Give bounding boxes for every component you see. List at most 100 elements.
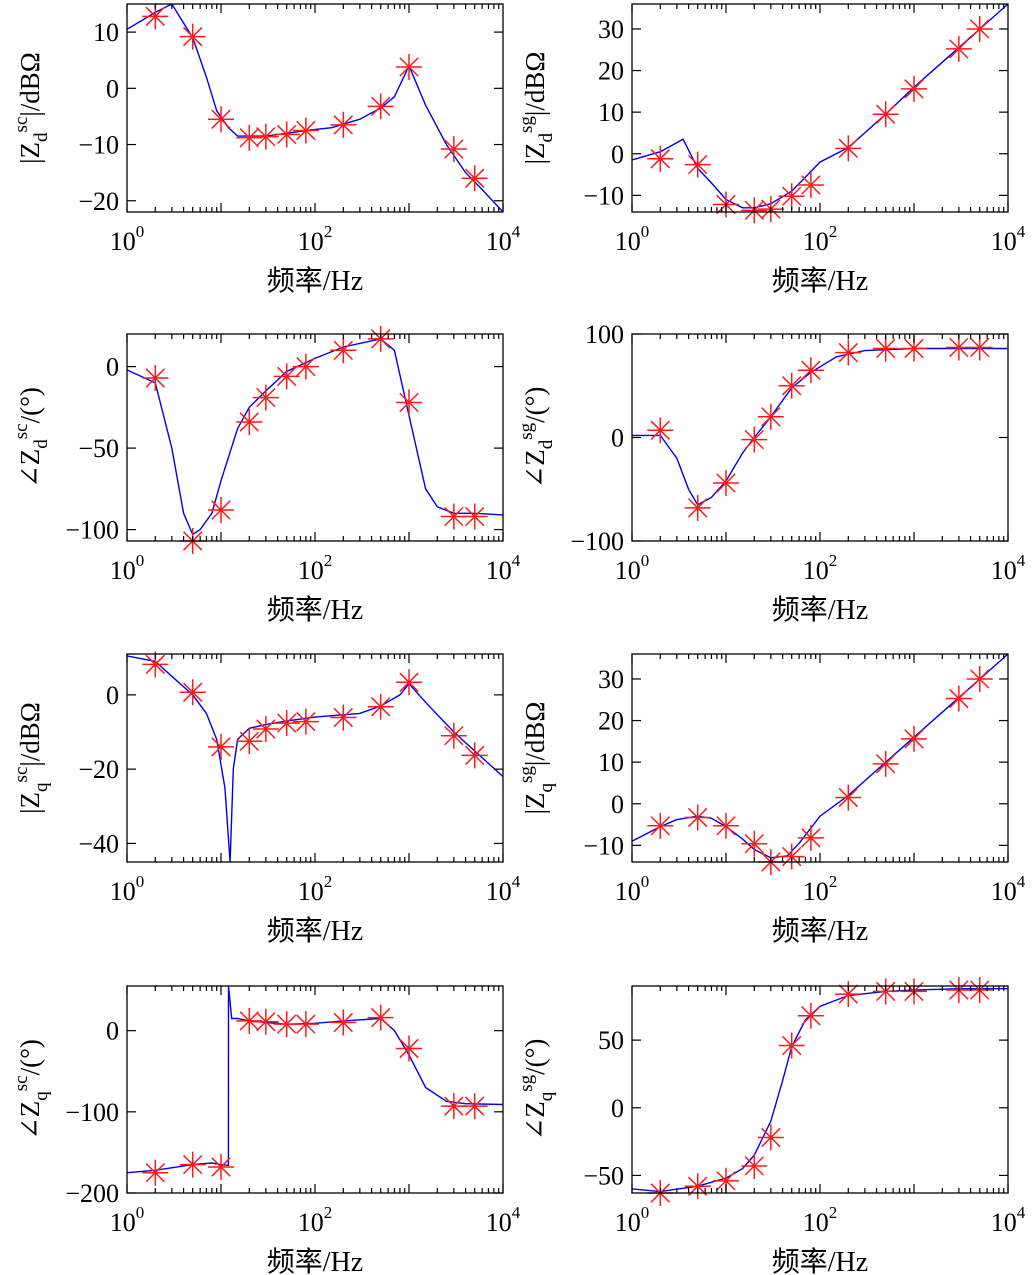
marker-stroke: [969, 669, 990, 689]
marker-stroke: [687, 807, 708, 828]
marker-stroke: [761, 407, 781, 427]
data-point-marker: [741, 426, 768, 453]
x-tick-base: 10: [803, 877, 829, 906]
marker-stroke: [239, 1011, 260, 1031]
data-point-marker: [330, 1009, 357, 1036]
marker-stroke: [256, 387, 276, 408]
data-point-marker: [179, 679, 206, 706]
y-tick-label: −20: [78, 187, 119, 216]
x-tick-label: 100: [615, 872, 650, 906]
data-point-marker: [741, 830, 768, 857]
x-tick-base: 10: [110, 1208, 136, 1237]
data-point-marker: [292, 353, 319, 380]
x-tick-label: 100: [110, 872, 145, 906]
marker-stroke: [687, 498, 708, 518]
x-tick-base: 10: [486, 877, 512, 906]
y-label-prefix: |Z: [15, 142, 45, 164]
data-point-marker: [440, 1093, 467, 1120]
data-point-marker: [461, 1093, 488, 1120]
x-axis-label: 频率/Hz: [267, 594, 363, 626]
marker-stroke: [761, 1127, 781, 1148]
marker-stroke: [949, 39, 969, 59]
y-label-subscript: q: [536, 1091, 557, 1101]
marker-stroke: [145, 6, 166, 27]
marker-stroke: [211, 737, 231, 757]
data-point-marker: [396, 1035, 422, 1062]
data-point-marker: [330, 337, 357, 364]
y-label-prefix: |Z: [15, 792, 45, 814]
marker-stroke: [904, 79, 924, 99]
x-tick-base: 10: [486, 556, 512, 585]
marker-stroke: [716, 473, 736, 493]
x-tick-base: 10: [298, 877, 324, 906]
x-tick-base: 10: [803, 227, 829, 256]
x-tick-base: 10: [486, 227, 512, 256]
x-tick-label: 100: [615, 1203, 650, 1237]
x-tick-label: 102: [298, 872, 333, 906]
x-tick-label: 102: [803, 222, 838, 256]
marker-stroke: [969, 19, 990, 39]
data-point-marker: [273, 710, 300, 737]
x-tick-exponent: 0: [641, 222, 650, 241]
data-point-marker: [872, 101, 899, 128]
data-point-marker: [367, 693, 394, 720]
data-point-marker: [647, 417, 674, 444]
data-point-marker: [872, 335, 899, 362]
x-tick-label: 100: [110, 551, 145, 585]
marker-stroke: [875, 338, 896, 359]
y-label-subscript: q: [31, 782, 52, 792]
y-tick-label: 20: [598, 57, 624, 86]
x-tick-exponent: 2: [324, 551, 333, 570]
x-tick-base: 10: [615, 556, 641, 585]
y-label-superscript: sc: [11, 117, 32, 133]
data-point-marker: [945, 685, 972, 712]
y-label-suffix: |/dBΩ: [520, 702, 550, 766]
y-label-subscript: q: [31, 1091, 52, 1101]
y-tick-label: −10: [78, 131, 119, 160]
x-tick-label: 104: [991, 551, 1026, 585]
y-tick-label: 10: [598, 748, 624, 777]
data-point-marker: [757, 403, 784, 430]
series-line-model: [127, 338, 503, 536]
y-tick-label: −200: [65, 1179, 119, 1208]
marker-stroke: [744, 429, 765, 450]
marker-stroke: [781, 1035, 802, 1056]
series-line-model: [632, 347, 1008, 506]
axes-frame: [126, 985, 504, 1194]
marker-stroke: [875, 104, 896, 124]
data-point-marker: [797, 1002, 824, 1029]
y-label-subscript: d: [536, 132, 557, 142]
x-tick-exponent: 4: [1017, 1203, 1026, 1222]
y-tick-label: −40: [78, 829, 119, 858]
x-tick-label: 102: [803, 1203, 838, 1237]
data-point-marker: [367, 1004, 394, 1031]
data-point-marker: [208, 1154, 234, 1181]
x-tick-label: 104: [991, 1203, 1026, 1237]
data-point-marker: [713, 812, 739, 839]
data-point-marker: [797, 171, 824, 198]
y-tick-label: −100: [570, 527, 624, 556]
marker-stroke: [838, 984, 859, 1004]
data-point-marker: [273, 121, 300, 148]
y-tick-label: −50: [583, 1161, 624, 1190]
x-tick-label: 102: [298, 1203, 333, 1237]
x-tick-label: 100: [615, 551, 650, 585]
marker-stroke: [296, 356, 316, 377]
data-point-marker: [440, 722, 467, 749]
marker-stroke: [399, 672, 419, 692]
axes-frame: [631, 333, 1009, 542]
data-point-marker: [835, 135, 862, 162]
marker-stroke: [781, 846, 802, 867]
marker-stroke: [239, 731, 260, 752]
data-point-marker: [179, 1151, 206, 1178]
y-label-suffix: |/dBΩ: [15, 702, 45, 766]
marker-stroke: [145, 654, 166, 675]
y-axis-label: |Zqsg|/dBΩ: [516, 702, 557, 815]
data-point-marker: [778, 843, 805, 870]
marker-stroke: [444, 1096, 464, 1116]
data-point-marker: [797, 824, 824, 851]
y-label-subscript: d: [536, 439, 557, 449]
y-label-prefix: |Z: [520, 792, 550, 814]
